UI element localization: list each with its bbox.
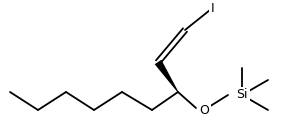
Text: O: O: [199, 104, 209, 116]
Text: I: I: [211, 2, 215, 14]
Polygon shape: [155, 60, 178, 92]
Text: Si: Si: [236, 88, 248, 102]
